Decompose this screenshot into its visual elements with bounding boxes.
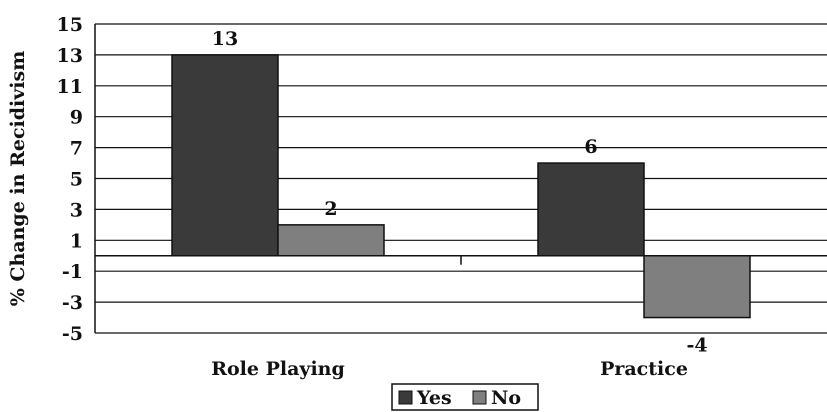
y-tick-label: -1 <box>62 261 83 283</box>
legend-label-no: No <box>491 387 521 409</box>
y-tick-label: 3 <box>70 199 83 221</box>
bar-no-0 <box>277 224 385 257</box>
y-tick-label: 15 <box>57 14 83 36</box>
y-axis-title-group: % Change in Recidivism <box>7 51 29 307</box>
y-tick-label: 5 <box>70 169 83 191</box>
bar-no-1 <box>643 255 751 319</box>
y-tick-label: 13 <box>57 45 83 67</box>
y-tick-labels: 15 13 11 9 7 5 3 1 -1 -3 -5 <box>57 14 83 345</box>
data-labels: 13 2 6 -4 <box>212 28 708 357</box>
bars <box>171 54 751 319</box>
data-label: 6 <box>584 136 597 158</box>
y-tick-label: 11 <box>57 76 83 98</box>
data-label: 2 <box>324 198 337 220</box>
legend: Yes No <box>391 383 539 411</box>
y-tick-label: 1 <box>70 230 83 252</box>
y-tick-label: 7 <box>70 138 83 160</box>
bar-yes-0 <box>171 54 279 257</box>
legend-swatch-no <box>472 390 487 405</box>
y-tick-label: -5 <box>62 323 83 345</box>
y-tick-label: 9 <box>70 107 83 129</box>
category-label: Role Playing <box>211 358 345 380</box>
legend-swatch-yes <box>398 390 413 405</box>
y-axis-title: % Change in Recidivism <box>7 51 29 307</box>
bar-yes-1 <box>537 162 645 257</box>
data-label: -4 <box>686 335 707 357</box>
category-labels: Role Playing Practice <box>211 358 688 380</box>
y-tick-label: -3 <box>62 292 83 314</box>
category-label: Practice <box>600 358 688 380</box>
legend-label-yes: Yes <box>416 387 452 409</box>
legend-box <box>391 383 539 411</box>
data-label: 13 <box>212 28 238 50</box>
